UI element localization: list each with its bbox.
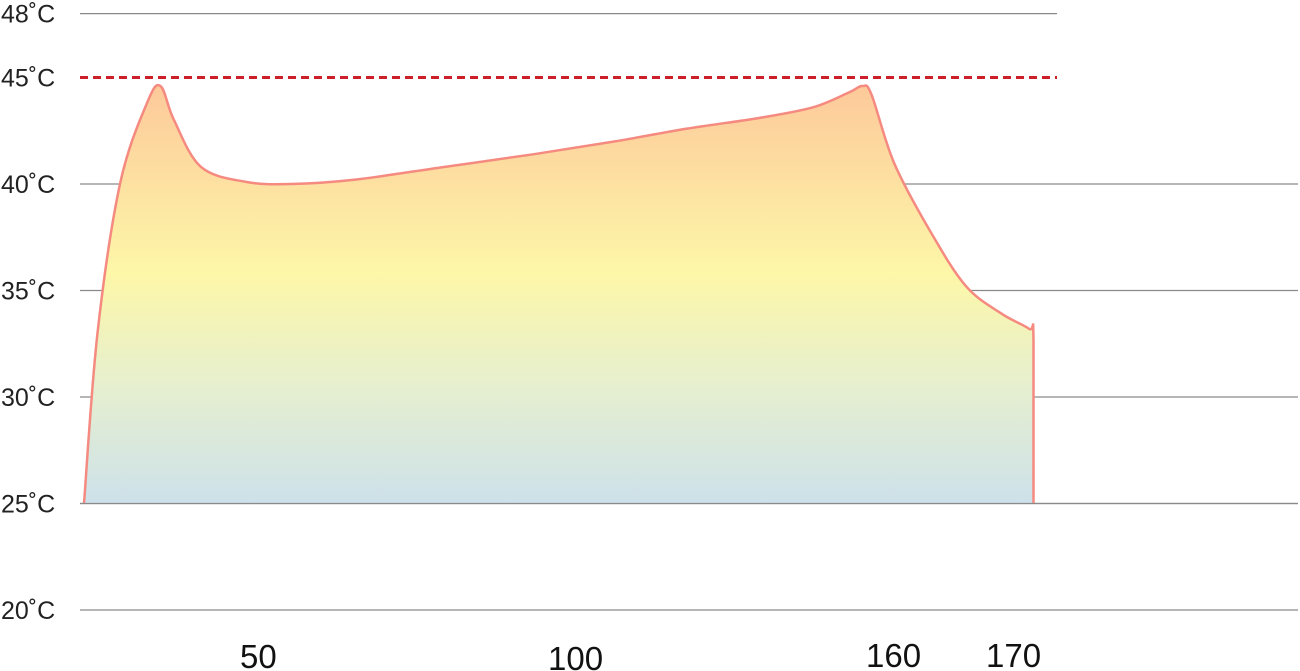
y-tick-label: 48˚C: [1, 1, 55, 29]
x-tick-label: 170: [986, 637, 1041, 671]
y-tick-label: 45˚C: [1, 65, 55, 93]
temperature-curve: [82, 83, 1035, 504]
x-tick-label: 50: [240, 638, 277, 671]
x-tick-label: 100: [548, 640, 603, 671]
temperature-area-fill: [84, 85, 1034, 504]
y-tick-label: 30˚C: [1, 384, 55, 412]
y-axis: 20˚C 25˚C 30˚C 35˚C 40˚C 45˚C 48˚C: [1, 1, 55, 625]
y-tick-label: 25˚C: [1, 491, 55, 519]
x-axis: 50 100 160 170: [240, 637, 1041, 671]
y-tick-label: 35˚C: [1, 278, 55, 306]
y-tick-label: 20˚C: [1, 597, 55, 625]
plot-area: [80, 83, 1298, 505]
x-tick-label: 160: [866, 637, 921, 671]
y-tick-label: 40˚C: [1, 171, 55, 199]
